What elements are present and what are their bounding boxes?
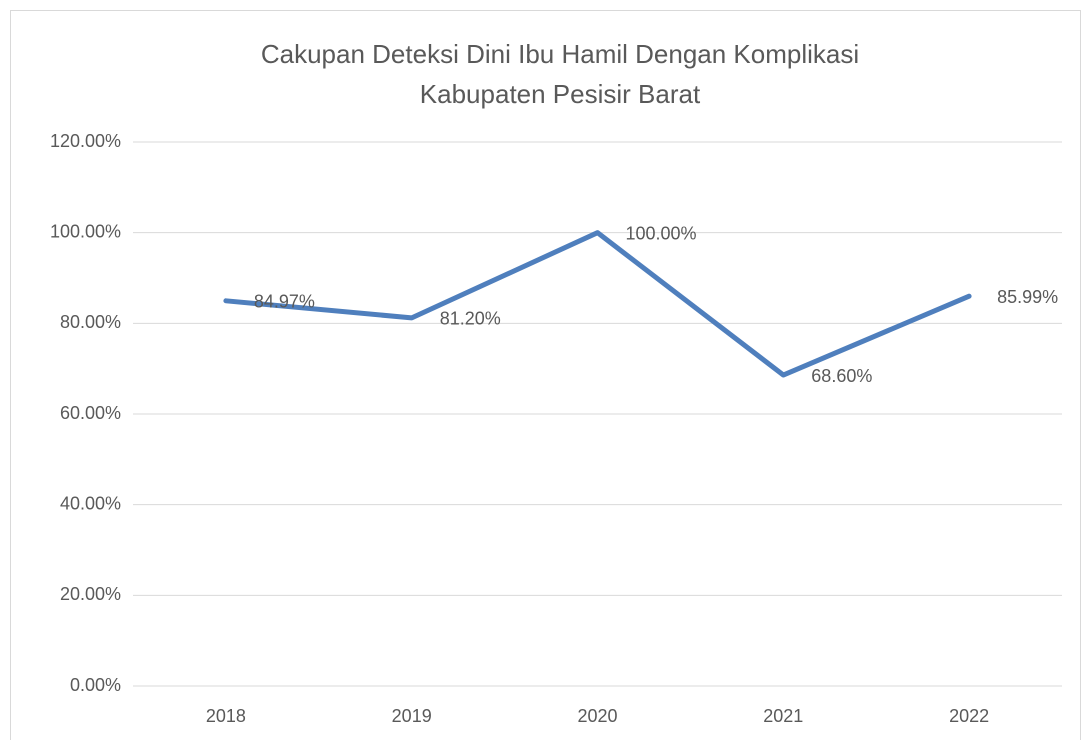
x-tick-label: 2021 [763, 706, 803, 726]
y-tick-label: 80.00% [60, 312, 121, 332]
data-line [223, 230, 972, 378]
x-tick-label: 2019 [392, 706, 432, 726]
y-tick-label: 40.00% [60, 493, 121, 513]
data-label: 85.99% [997, 287, 1058, 307]
data-label: 100.00% [626, 223, 697, 243]
x-tick-label: 2018 [206, 706, 246, 726]
x-tick-label: 2022 [949, 706, 989, 726]
x-tick-label: 2020 [577, 706, 617, 726]
y-tick-label: 0.00% [70, 675, 121, 695]
chart-title: Kabupaten Pesisir Barat [420, 79, 701, 109]
y-tick-label: 60.00% [60, 403, 121, 423]
y-tick-label: 100.00% [50, 221, 121, 241]
y-tick-label: 20.00% [60, 584, 121, 604]
y-tick-label: 120.00% [50, 131, 121, 151]
chart-title: Cakupan Deteksi Dini Ibu Hamil Dengan Ko… [261, 39, 859, 69]
chart-frame [10, 10, 1081, 740]
data-label: 68.60% [811, 366, 872, 386]
data-label: 84.97% [254, 292, 315, 312]
data-label: 81.20% [440, 309, 501, 329]
